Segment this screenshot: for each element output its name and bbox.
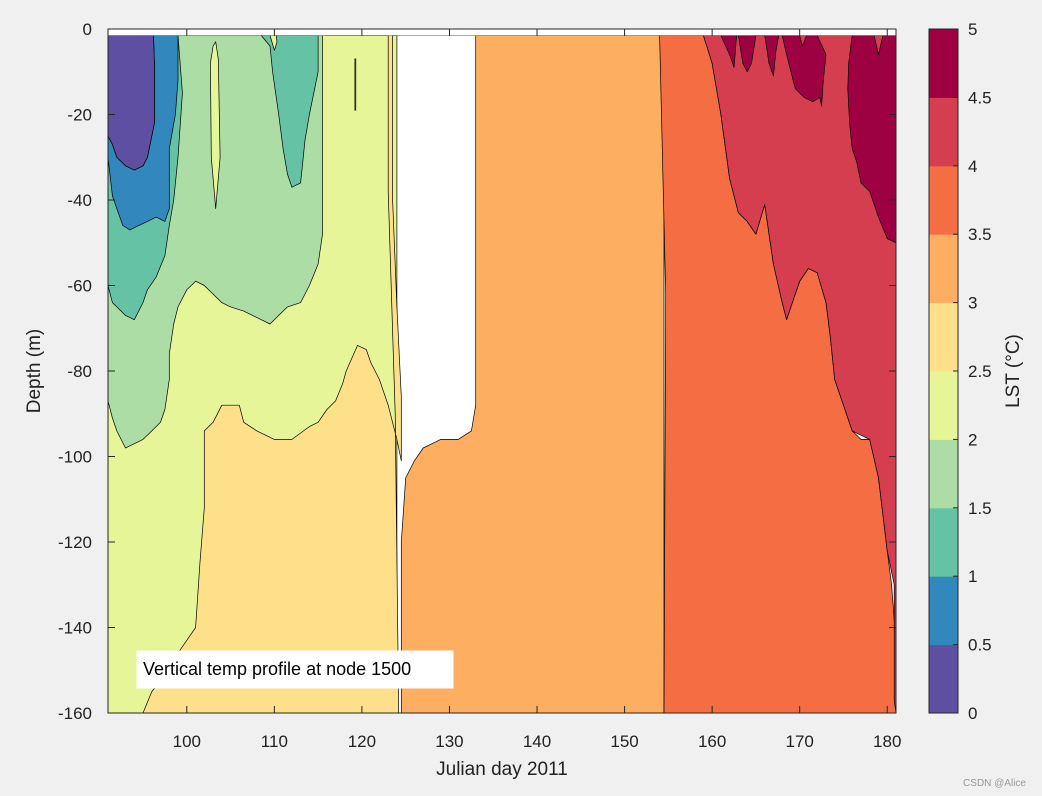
y-tick-label: -120: [58, 533, 92, 552]
contour-region-12: [108, 35, 155, 171]
colorbar-tick-label: 3.5: [968, 225, 992, 244]
x-axis: 100 110 120 130 140 150 160 170 180: [173, 29, 901, 751]
x-tick-label: 170: [786, 732, 814, 751]
x-axis-label: Julian day 2011: [436, 759, 568, 780]
y-tick-label: -80: [67, 362, 92, 381]
colorbar-tick-label: 0.5: [968, 636, 992, 655]
x-tick-label: 160: [698, 732, 726, 751]
y-tick-label: -60: [67, 277, 92, 296]
y-tick-label: -140: [58, 619, 92, 638]
annotation-text: Vertical temp profile at node 1500: [143, 659, 411, 679]
colorbar-label: LST (°C): [1003, 334, 1024, 408]
x-tick-label: 180: [873, 732, 901, 751]
y-tick-label: -40: [67, 191, 92, 210]
x-tick-label: 150: [610, 732, 638, 751]
y-axis-label: Depth (m): [24, 329, 45, 413]
colorbar-segment-5: [929, 302, 958, 372]
surface-gap: [108, 29, 896, 36]
x-tick-label: 130: [435, 732, 463, 751]
colorbar: 0 0.5 1 1.5 2 2.5 3 3.5 4 4.5 5: [928, 20, 992, 723]
contour-regions: [108, 29, 896, 713]
contour-region-4: [703, 35, 896, 713]
colorbar-segment-9: [929, 29, 958, 98]
colorbar-segment-4: [929, 371, 958, 440]
y-tick-label: -20: [67, 106, 92, 125]
contour-region-13: [210, 41, 221, 209]
y-tick-label: -100: [58, 448, 92, 467]
colorbar-tick-label: 1: [968, 567, 977, 586]
colorbar-tick-label: 1.5: [968, 499, 992, 518]
colorbar-segment-0: [929, 644, 958, 714]
y-axis: 0 -20 -40 -60 -80 -100 -120 -140 -160: [58, 20, 896, 723]
contour-region-2: [392, 35, 665, 713]
colorbar-tick-label: 3: [968, 294, 977, 313]
annotation-box: Vertical temp profile at node 1500: [136, 650, 454, 689]
colorbar-tick-label: 0: [968, 704, 977, 723]
x-tick-label: 120: [348, 732, 376, 751]
colorbar-segment-8: [929, 97, 958, 167]
contour-region-6: [781, 35, 827, 107]
colorbar-tick-label: 2.5: [968, 362, 992, 381]
watermark: CSDN @Alice: [963, 778, 1026, 789]
contour-region-7: [847, 35, 896, 244]
contour-region-5: [720, 35, 780, 77]
colorbar-segment-1: [929, 576, 958, 646]
x-tick-label: 110: [261, 732, 288, 751]
colorbar-tick-label: 4: [968, 157, 977, 176]
colorbar-tick-label: 4.5: [968, 88, 992, 107]
colorbar-segment-6: [929, 234, 958, 304]
colorbar-segment-3: [929, 439, 958, 509]
colorbar-segment-2: [929, 507, 958, 577]
contour-region-15: [354, 58, 357, 111]
colorbar-tick-label: 2: [968, 430, 977, 449]
contour-region-10: [260, 35, 319, 188]
y-tick-label: -160: [58, 704, 92, 723]
x-tick-label: 140: [523, 732, 551, 751]
colorbar-tick-label: 5: [968, 20, 977, 39]
colorbar-segment-7: [929, 165, 958, 235]
y-tick-label: 0: [83, 20, 92, 39]
x-tick-label: 100: [173, 732, 201, 751]
